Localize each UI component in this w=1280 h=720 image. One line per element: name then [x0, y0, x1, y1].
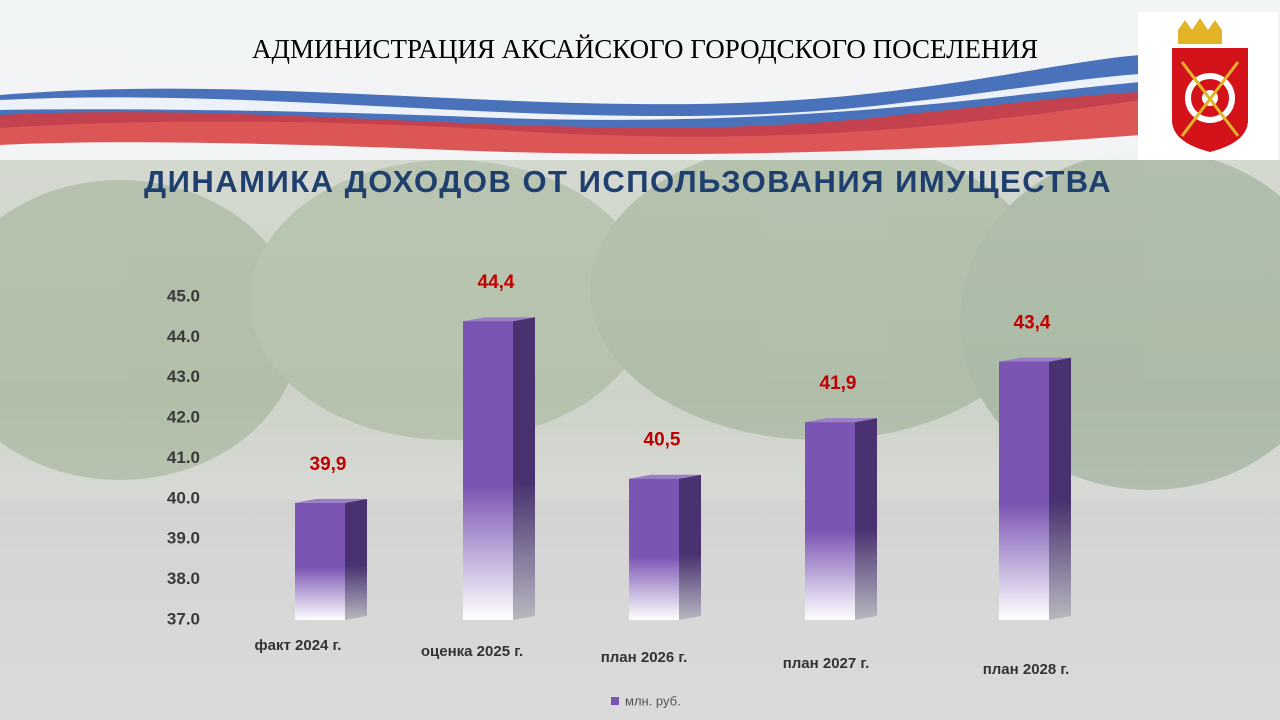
bar-top — [999, 357, 1071, 362]
y-tick-label: 39.0 — [167, 529, 200, 548]
y-tick-label: 42.0 — [167, 408, 200, 427]
bar-top — [295, 498, 367, 503]
bar-side — [679, 474, 701, 620]
y-tick-label: 45.0 — [167, 286, 200, 305]
bar — [805, 422, 855, 620]
chart-title: ДИНАМИКА ДОХОДОВ ОТ ИСПОЛЬЗОВАНИЯ ИМУЩЕС… — [144, 164, 1112, 199]
bar — [463, 321, 513, 620]
value-label: 40,5 — [644, 430, 681, 451]
x-tick-label: факт 2024 г. — [255, 637, 342, 654]
flag-red — [0, 92, 1140, 155]
flag-white — [0, 74, 1140, 120]
value-label: 43,4 — [1014, 313, 1051, 334]
legend-label: млн. руб. — [625, 693, 681, 708]
value-label: 39,9 — [310, 454, 347, 475]
x-tick-label: план 2027 г. — [783, 655, 870, 672]
y-tick-label: 44.0 — [167, 327, 200, 346]
bar-side — [513, 317, 535, 620]
y-tick-label: 41.0 — [167, 448, 200, 467]
x-tick-label: план 2028 г. — [983, 661, 1070, 678]
x-tick-label: план 2026 г. — [601, 649, 688, 666]
y-tick-label: 43.0 — [167, 367, 200, 386]
bar-side — [1049, 357, 1071, 620]
bar-top — [629, 474, 701, 479]
x-tick-label: оценка 2025 г. — [421, 643, 523, 660]
value-label: 44,4 — [478, 272, 515, 293]
bar-top — [805, 418, 877, 423]
bar — [999, 361, 1049, 620]
bar-side — [855, 418, 877, 620]
y-tick-label: 37.0 — [167, 609, 200, 628]
y-tick-label: 40.0 — [167, 488, 200, 507]
header-title: АДМИНИСТРАЦИЯ АКСАЙСКОГО ГОРОДСКОГО ПОСЕ… — [252, 34, 1038, 64]
bar — [629, 478, 679, 620]
y-tick-label: 38.0 — [167, 569, 200, 588]
bar-top — [463, 317, 535, 322]
bar-side — [345, 498, 367, 620]
coat-of-arms — [1138, 12, 1278, 160]
value-label: 41,9 — [820, 373, 857, 394]
bar — [295, 502, 345, 620]
legend-swatch — [611, 697, 619, 705]
